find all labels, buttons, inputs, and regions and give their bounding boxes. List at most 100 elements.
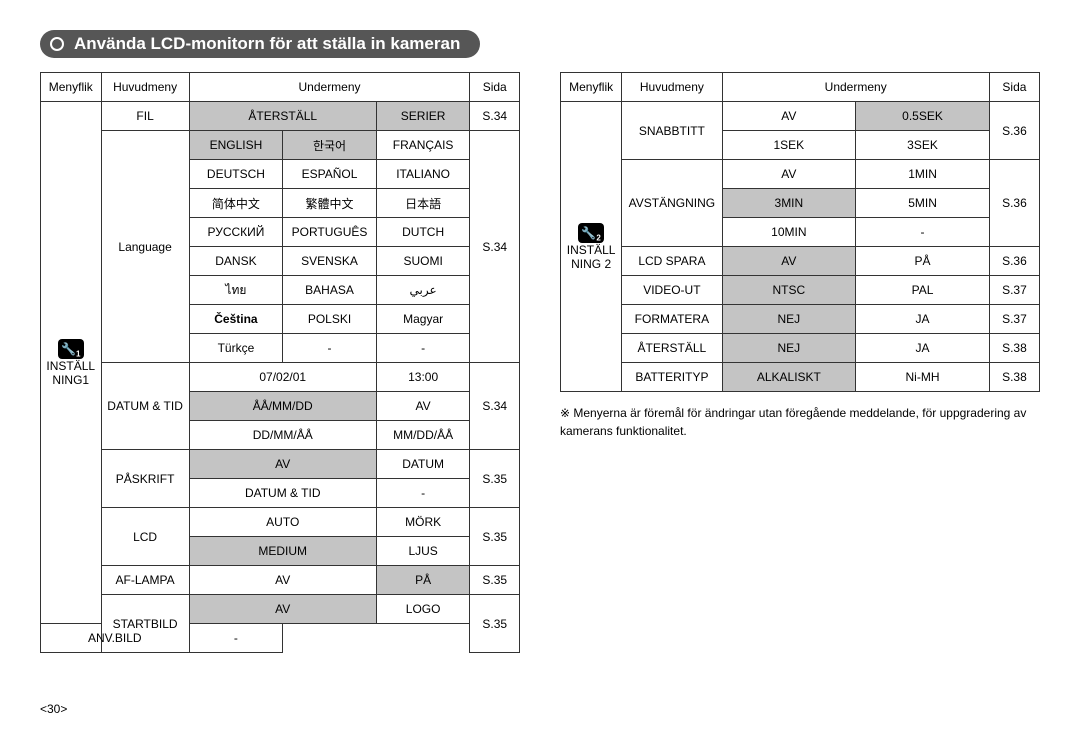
lang-cestina: Čeština [189,305,283,334]
snabb-1: 1SEK [722,131,856,160]
start-page: S.35 [470,595,520,653]
snabb-page: S.36 [989,102,1039,160]
hdr-menyflik: Menyflik [41,73,102,102]
video-label: VIDEO-UT [622,276,722,305]
paskrift-page: S.35 [470,450,520,508]
table-row: FORMATERA NEJ JA S.37 [561,305,1040,334]
lang-dutch: DUTCH [376,218,470,247]
page-title-bar: Använda LCD-monitorn för att ställa in k… [40,30,480,58]
aterstall-label: ÅTERSTÄLL [622,334,722,363]
table-row: PÅSKRIFT AV DATUM S.35 [41,450,520,479]
avst-av: AV [722,160,856,189]
start-av: AV [189,595,376,624]
af-av: AV [189,566,376,595]
datum-mmddaa: MM/DD/ÅÅ [376,421,470,450]
batt-page: S.38 [989,363,1039,392]
lang-dansk: DANSK [189,247,283,276]
hdr-huvudmeny: Huvudmeny [622,73,722,102]
lang-bahasa: BAHASA [283,276,377,305]
hdr-undermeny: Undermeny [189,73,470,102]
table-row: AF-LAMPA AV PÅ S.35 [41,566,520,595]
title-dot-icon [50,37,64,51]
page-title: Använda LCD-monitorn för att ställa in k… [74,34,460,54]
lang-russian: РУССКИЙ [189,218,283,247]
lang-dash1: - [283,334,377,363]
lang-thai: ไทย [189,276,283,305]
paskrift-label: PÅSKRIFT [101,450,189,508]
table-header: Menyflik Huvudmeny Undermeny Sida [561,73,1040,102]
table-row: ÅTERSTÄLL NEJ JA S.38 [561,334,1040,363]
lang-port: PORTUGUÊS [283,218,377,247]
aterstall-page: S.38 [989,334,1039,363]
aterstall-nej: NEJ [722,334,856,363]
left-table: Menyflik Huvudmeny Undermeny Sida 🔧1 INS… [40,72,520,653]
datum-date: 07/02/01 [189,363,376,392]
lang-espanol: ESPAÑOL [283,160,377,189]
settings-icon: 🔧2 [578,223,604,243]
lang-arabic: عربي [376,276,470,305]
lang-svenska: SVENSKA [283,247,377,276]
lang-francais: FRANÇAIS [376,131,470,160]
content-columns: Menyflik Huvudmeny Undermeny Sida 🔧1 INS… [40,72,1040,653]
video-page: S.37 [989,276,1039,305]
af-pa: PÅ [376,566,470,595]
table-row: STARTBILD AV LOGO S.35 [41,595,520,624]
paskrift-datumtid: DATUM & TID [189,479,376,508]
datum-page: S.34 [470,363,520,450]
table-row: LCD SPARA AV PÅ S.36 [561,247,1040,276]
lang-suomi: SUOMI [376,247,470,276]
aterstall-ja: JA [856,334,990,363]
lcdspara-page: S.36 [989,247,1039,276]
lang-page: S.34 [470,131,520,363]
fil-page: S.34 [470,102,520,131]
left-column: Menyflik Huvudmeny Undermeny Sida 🔧1 INS… [40,72,520,653]
table-row: Language ENGLISH 한국어 FRANÇAIS S.34 [41,131,520,160]
lang-polski: POLSKI [283,305,377,334]
paskrift-datum: DATUM [376,450,470,479]
fil-aterstall: ÅTERSTÄLL [189,102,376,131]
lang-korean: 한국어 [283,131,377,160]
table-header: Menyflik Huvudmeny Undermeny Sida [41,73,520,102]
datum-label: DATUM & TID [101,363,189,450]
datum-av: AV [376,392,470,421]
format-nej: NEJ [722,305,856,334]
lang-sch: 简体中文 [189,189,283,218]
fil-label: FIL [101,102,189,131]
avst-3: 3MIN [722,189,856,218]
avst-label: AVSTÄNGNING [622,160,722,247]
snabb-label: SNABBTITT [622,102,722,160]
paskrift-av: AV [189,450,376,479]
lcd-ljus: LJUS [376,537,470,566]
lang-jp: 日本語 [376,189,470,218]
hdr-menyflik: Menyflik [561,73,622,102]
menyflik-label: INSTÄLL NING 2 [567,243,616,271]
start-logo: LOGO [376,595,470,624]
footnote-text: ※ Menyerna är föremål för ändringar utan… [560,404,1040,440]
right-table: Menyflik Huvudmeny Undermeny Sida 🔧2 INS… [560,72,1040,392]
settings-icon: 🔧1 [58,339,84,359]
format-label: FORMATERA [622,305,722,334]
lcd-medium: MEDIUM [189,537,376,566]
batt-alk: ALKALISKT [722,363,856,392]
snabb-05: 0.5SEK [856,102,990,131]
fil-serier: SERIER [376,102,470,131]
avst-page: S.36 [989,160,1039,247]
format-ja: JA [856,305,990,334]
hdr-huvudmeny: Huvudmeny [101,73,189,102]
lang-turkce: Türkçe [189,334,283,363]
batt-nimh: Ni-MH [856,363,990,392]
batt-label: BATTERITYP [622,363,722,392]
lang-italiano: ITALIANO [376,160,470,189]
datum-aammdd: ÅÅ/MM/DD [189,392,376,421]
lang-tch: 繁體中文 [283,189,377,218]
start-dash: - [189,624,283,653]
avst-dash: - [856,218,990,247]
table-row: DATUM & TID 07/02/01 13:00 S.34 [41,363,520,392]
lang-dash2: - [376,334,470,363]
lcdspara-pa: PÅ [856,247,990,276]
table-row: BATTERITYP ALKALISKT Ni-MH S.38 [561,363,1040,392]
af-label: AF-LAMPA [101,566,189,595]
af-page: S.35 [470,566,520,595]
lang-magyar: Magyar [376,305,470,334]
lcd-mork: MÖRK [376,508,470,537]
